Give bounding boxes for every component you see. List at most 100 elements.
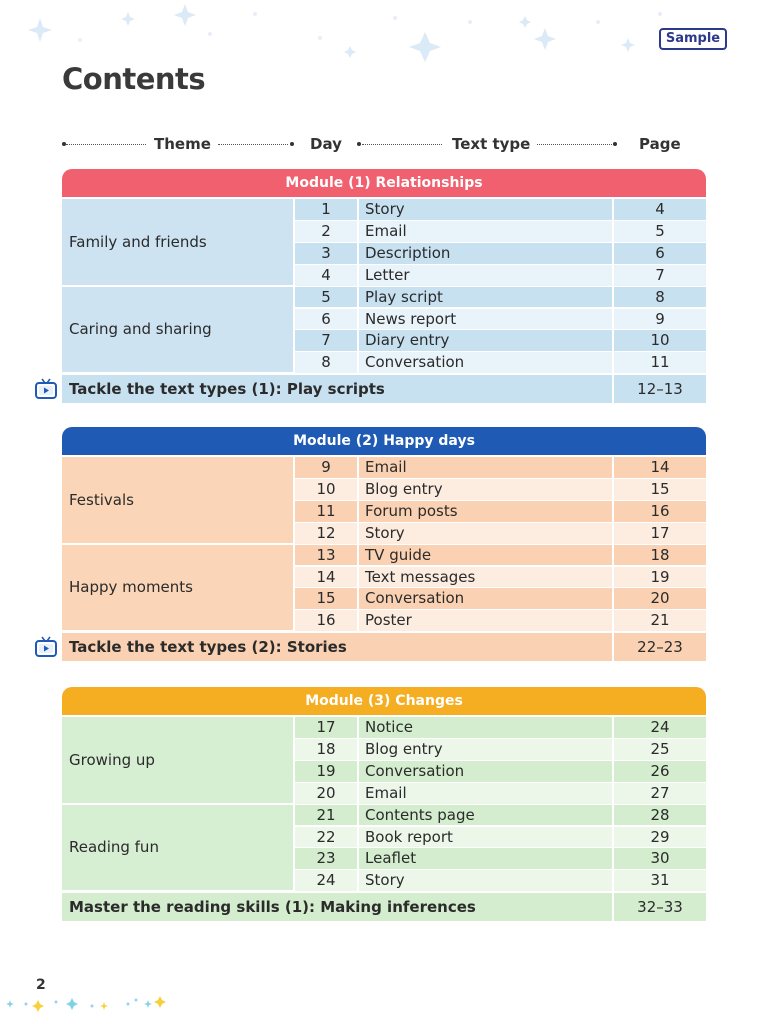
day-cell: 22: [295, 826, 357, 848]
page-cell: 26: [614, 760, 706, 782]
decorative-stars-bottom: [6, 996, 166, 1012]
column-headers: Theme Day Text type Page: [62, 132, 707, 156]
page-cell: 28: [614, 804, 706, 826]
sample-badge: Sample: [659, 28, 727, 50]
module-footer-row: Tackle the text types (1): Play scripts 1…: [35, 375, 706, 404]
text-type-cell: Story: [359, 199, 612, 220]
header-text-type: Text type: [452, 135, 531, 153]
page-cell: 11: [614, 352, 706, 374]
day-cell: 24: [295, 870, 357, 892]
day-cell: 21: [295, 804, 357, 826]
day-cell: 8: [295, 352, 357, 374]
header-dot: [613, 142, 617, 146]
module-grid: Family and friends 1 Story 4 2 Email 5 3 Descrip…: [35, 197, 706, 404]
page-cell: 6: [614, 242, 706, 264]
page-cell: 4: [614, 199, 706, 220]
text-type-cell: Notice: [359, 717, 612, 738]
day-cell: 10: [295, 478, 357, 500]
page-cell: 24: [614, 717, 706, 738]
page-number: 2: [36, 977, 46, 993]
page-cell: 15: [614, 478, 706, 500]
page-cell: 29: [614, 826, 706, 848]
theme-cell: Growing up: [62, 717, 293, 803]
header-page: Page: [639, 135, 681, 153]
header-dot: [62, 142, 66, 146]
day-cell: 11: [295, 500, 357, 522]
text-type-cell: Book report: [359, 826, 612, 848]
day-cell: 16: [295, 610, 357, 632]
module-changes: Module (3) Changes Growing up 17 Notice 24 18…: [62, 687, 706, 922]
page-cell: 8: [614, 286, 706, 308]
theme-cell: Festivals: [62, 457, 293, 543]
text-type-cell: Text messages: [359, 566, 612, 588]
page-cell: 18: [614, 544, 706, 566]
day-cell: 3: [295, 242, 357, 264]
theme-cell: Reading fun: [62, 804, 293, 891]
text-type-cell: News report: [359, 308, 612, 330]
module-header: Module (2) Happy days: [62, 427, 706, 455]
text-type-cell: Email: [359, 220, 612, 242]
text-type-cell: Letter: [359, 264, 612, 286]
footer-page: 22–23: [614, 633, 706, 662]
theme-cell: Happy moments: [62, 544, 293, 631]
page-cell: 17: [614, 522, 706, 544]
header-dot: [357, 142, 361, 146]
text-type-cell: Conversation: [359, 760, 612, 782]
header-rule: [537, 144, 612, 145]
theme-cell: Caring and sharing: [62, 286, 293, 373]
text-type-cell: TV guide: [359, 544, 612, 566]
text-type-cell: Story: [359, 870, 612, 892]
day-cell: 19: [295, 760, 357, 782]
day-cell: 4: [295, 264, 357, 286]
day-cell: 23: [295, 848, 357, 870]
day-cell: 1: [295, 199, 357, 220]
text-type-cell: Conversation: [359, 352, 612, 374]
text-type-cell: Email: [359, 782, 612, 804]
footer-page: 32–33: [614, 893, 706, 922]
page-cell: 7: [614, 264, 706, 286]
day-cell: 15: [295, 588, 357, 610]
module-footer-row: Master the reading skills (1): Making in…: [62, 893, 706, 922]
tv-icon[interactable]: [34, 635, 58, 659]
header-day: Day: [310, 135, 342, 153]
day-cell: 6: [295, 308, 357, 330]
text-type-cell: Email: [359, 457, 612, 478]
theme-cell: Family and friends: [62, 199, 293, 285]
text-type-cell: Blog entry: [359, 478, 612, 500]
page-cell: 27: [614, 782, 706, 804]
header-rule: [66, 144, 146, 145]
day-cell: 12: [295, 522, 357, 544]
page-cell: 21: [614, 610, 706, 632]
text-type-cell: Conversation: [359, 588, 612, 610]
text-type-cell: Poster: [359, 610, 612, 632]
module-grid: Festivals 9 Email 14 10 Blog entry 15 11 Forum p…: [35, 455, 706, 662]
module-header: Module (3) Changes: [62, 687, 706, 715]
day-cell: 17: [295, 717, 357, 738]
header-dot: [290, 142, 294, 146]
page-title: Contents: [62, 62, 206, 96]
footer-page: 12–13: [614, 375, 706, 404]
page-cell: 5: [614, 220, 706, 242]
footer-text: Tackle the text types (2): Stories: [62, 633, 612, 662]
footer-text: Tackle the text types (1): Play scripts: [62, 375, 612, 404]
module-header: Module (1) Relationships: [62, 169, 706, 197]
text-type-cell: Contents page: [359, 804, 612, 826]
text-type-cell: Blog entry: [359, 738, 612, 760]
page-cell: 9: [614, 308, 706, 330]
tv-icon[interactable]: [34, 377, 58, 401]
page-cell: 25: [614, 738, 706, 760]
day-cell: 5: [295, 286, 357, 308]
module-happy-days: Module (2) Happy days Festivals 9 Email 14 10…: [35, 427, 706, 662]
day-cell: 7: [295, 330, 357, 352]
day-cell: 20: [295, 782, 357, 804]
day-cell: 9: [295, 457, 357, 478]
module-footer-row: Tackle the text types (2): Stories 22–23: [35, 633, 706, 662]
text-type-cell: Description: [359, 242, 612, 264]
page-cell: 10: [614, 330, 706, 352]
day-cell: 2: [295, 220, 357, 242]
footer-text: Master the reading skills (1): Making in…: [62, 893, 612, 922]
header-rule: [362, 144, 442, 145]
text-type-cell: Leaflet: [359, 848, 612, 870]
text-type-cell: Play script: [359, 286, 612, 308]
day-cell: 18: [295, 738, 357, 760]
